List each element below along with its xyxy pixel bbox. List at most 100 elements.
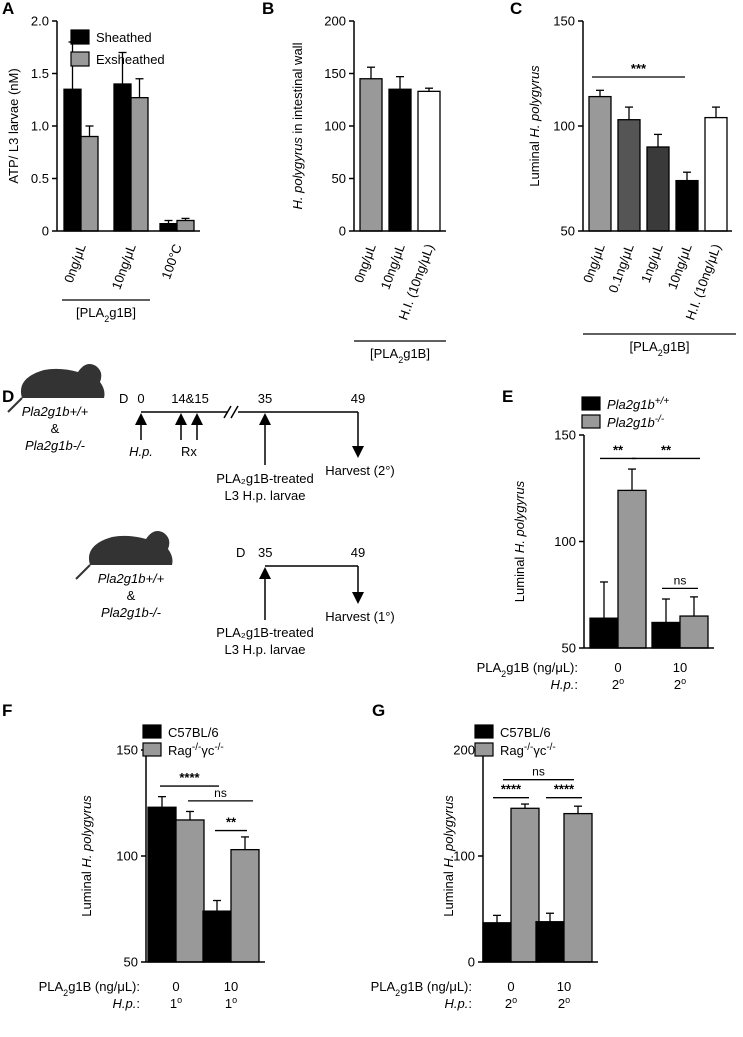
x-tick-label: 10ng/μL (665, 242, 695, 292)
x-tick-label: 0ng/μL (351, 242, 379, 285)
dose-value: 0 (172, 979, 179, 994)
y-tick-label: 150 (116, 743, 138, 758)
bar (651, 621, 681, 649)
hp-value: 2o (505, 995, 517, 1011)
panel-letter-a: A (2, 0, 14, 18)
event-rx: Rx (181, 444, 197, 459)
panel-letter-f: F (2, 701, 12, 720)
dose-value: 10 (557, 979, 571, 994)
row-label-hp: H.p.: (551, 677, 578, 692)
day-prefix: D (236, 545, 245, 560)
x-tick-label: 1ng/μL (638, 242, 666, 285)
treatment-line2: L3 H.p. larvae (225, 642, 306, 657)
group-label: [PLA2g1B] (630, 339, 690, 358)
legend-swatch (581, 414, 601, 429)
bar (679, 615, 709, 649)
panel-letter-d: D (2, 387, 14, 406)
y-tick-label: 0.5 (31, 171, 49, 186)
arrow-up-icon (259, 567, 271, 579)
legend-entry: C57BL/6 (500, 725, 551, 740)
significance-label: ** (226, 815, 237, 830)
legend-swatch (142, 742, 162, 757)
significance-label: *** (631, 61, 647, 76)
y-tick-label: 50 (562, 641, 576, 656)
legend-entry: Rag-/-γc-/- (168, 742, 224, 759)
bar (176, 219, 195, 232)
significance-label: **** (501, 782, 522, 797)
axis-break-icon (223, 405, 232, 419)
legend-swatch (581, 396, 601, 411)
row-label-hp: H.p.: (445, 996, 472, 1011)
significance-label: **** (179, 770, 200, 785)
legend-entry: C57BL/6 (168, 725, 219, 740)
y-tick-label: 150 (554, 428, 576, 443)
significance-label: ns (674, 573, 687, 587)
harvest-2: Harvest (2°) (325, 463, 395, 478)
bar (359, 78, 383, 232)
legend-swatch (70, 51, 90, 67)
bar (617, 119, 641, 232)
y-tick-label: 100 (554, 534, 576, 549)
bar (704, 116, 728, 232)
mouse-icon (7, 364, 105, 413)
timeline-diagram: Pla2g1b+/+ & Pla2g1b-/- D 0 14&15 35 49 … (7, 364, 395, 657)
y-tick-label: 1.0 (31, 119, 49, 134)
hp-value: 1o (225, 995, 237, 1011)
harvest-1: Harvest (1°) (325, 609, 395, 624)
row-label-hp: H.p.: (113, 996, 140, 1011)
day-35: 35 (258, 391, 272, 406)
hp-value: 2o (612, 676, 624, 692)
y-axis-label: Luminal H. polygyrus (441, 795, 456, 917)
mouse-label-ko: Pla2g1b-/- (25, 438, 86, 453)
y-tick-label: 100 (324, 119, 346, 134)
day-35: 35 (258, 545, 272, 560)
row-label-dose: PLA2g1B (ng/μL): (477, 660, 578, 679)
x-tick-label: 100°C (158, 242, 185, 281)
bar (675, 179, 699, 232)
mouse-label-ko: Pla2g1b-/- (101, 605, 162, 620)
y-tick-label: 1.5 (31, 66, 49, 81)
legend-entry: Sheathed (96, 30, 152, 45)
day-prefix: D (119, 391, 128, 406)
y-tick-label: 100 (553, 119, 575, 134)
bar (563, 812, 593, 963)
arrow-down-icon (352, 446, 364, 458)
legend-entry: Pla2g1b+/+ (607, 396, 669, 413)
arrow-down-icon (352, 592, 364, 604)
hp-value: 2o (558, 995, 570, 1011)
legend-swatch (142, 724, 162, 739)
mouse-icon (75, 531, 173, 580)
day-49: 49 (351, 545, 365, 560)
panel-letter-b: B (262, 0, 274, 18)
bar (175, 819, 205, 963)
dose-value: 10 (673, 660, 687, 675)
y-tick-label: 0 (468, 955, 475, 970)
dose-value: 0 (507, 979, 514, 994)
bar (63, 88, 82, 232)
legend-entry: Rag-/-γc-/- (500, 742, 556, 759)
x-tick-label: 0ng/μL (580, 242, 608, 285)
y-tick-label: 50 (124, 955, 138, 970)
bar (417, 90, 441, 232)
row-label-dose: PLA2g1B (ng/μL): (39, 979, 140, 998)
arrow-up-icon (191, 413, 203, 425)
dose-value: 0 (614, 660, 621, 675)
hp-value: 2o (674, 676, 686, 692)
treatment-line1: PLA₂g1B-treated (216, 471, 314, 486)
panel-letter-e: E (502, 387, 513, 406)
dose-value: 10 (224, 979, 238, 994)
arrow-up-icon (259, 413, 271, 425)
chart-panel-b: 0 50 100 150 200 H. polygyrus in intestinal w… (290, 14, 446, 365)
bar (588, 95, 612, 232)
y-tick-label: 0 (339, 224, 346, 239)
y-tick-label: 100 (116, 849, 138, 864)
panel-letter-c: C (510, 0, 522, 18)
significance-label: ns (214, 786, 227, 800)
y-tick-label: 200 (453, 743, 475, 758)
treatment-line2: L3 H.p. larvae (225, 488, 306, 503)
day-49: 49 (351, 391, 365, 406)
